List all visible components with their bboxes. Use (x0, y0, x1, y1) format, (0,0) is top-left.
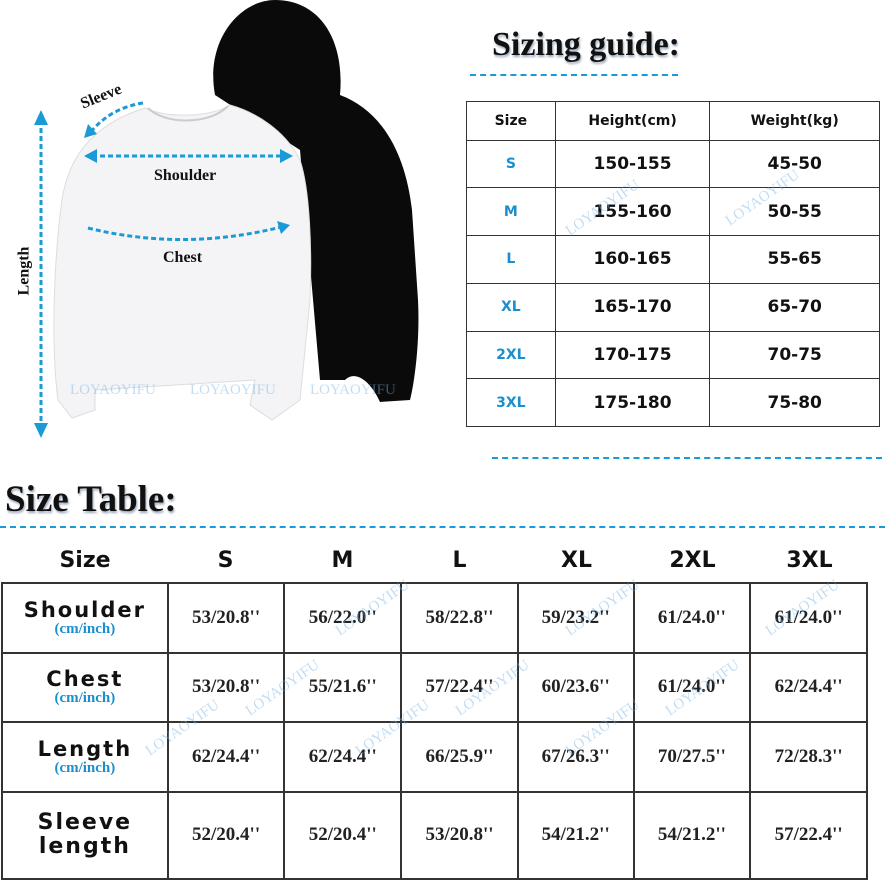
table-row: XL 165-170 65-70 (466, 282, 880, 332)
column-header: XL (561, 548, 592, 573)
table-row: M 155-160 50-55 (466, 187, 880, 237)
measurement-label-cell: Chest (cm/inch) (1, 651, 169, 724)
column-header: L (452, 548, 467, 573)
size-table-title: Size Table: (5, 479, 177, 520)
header-cell: Weight(kg) (709, 101, 880, 141)
header-cell: Height(cm) (554, 101, 711, 141)
value-cell: 56/22.0'' (283, 582, 403, 654)
value-cell: 62/24.4'' (283, 721, 403, 793)
unit-label: (cm/inch) (54, 620, 116, 637)
weight-cell: 55-65 (709, 235, 880, 284)
measurement-label: Length (37, 737, 133, 762)
length-label: Length (15, 246, 33, 296)
value-cell: 66/25.9'' (400, 721, 519, 793)
divider (0, 526, 885, 528)
size-cell: L (466, 235, 556, 284)
value-cell: 52/20.4'' (283, 790, 403, 881)
value-cell: 61/24.0'' (632, 651, 752, 724)
weight-cell: 75-80 (709, 378, 880, 427)
sizing-guide-title: Sizing guide: (492, 26, 680, 63)
value-cell: 55/21.6'' (283, 651, 403, 724)
divider (492, 457, 882, 459)
header-cell: Size (466, 101, 556, 141)
value-cell: 62/24.4'' (749, 651, 868, 724)
divider (470, 74, 678, 76)
table-header-row: Size Height(cm) Weight(kg) (466, 101, 880, 141)
value-cell: 61/24.0'' (749, 582, 868, 654)
column-header: S (217, 548, 234, 573)
height-cell: 160-165 (554, 235, 711, 284)
table-row: Shoulder (cm/inch) 53/20.8'' 56/22.0'' 58/22… (1, 582, 868, 654)
size-table: Shoulder (cm/inch) 53/20.8'' 56/22.0'' 58/22… (1, 582, 868, 881)
table-row: S 150-155 45-50 (466, 139, 880, 189)
value-cell: 67/26.3'' (516, 721, 635, 793)
height-cell: 150-155 (554, 139, 711, 189)
table-row: L 160-165 55-65 (466, 235, 880, 284)
measurement-label: Shoulder (23, 597, 147, 622)
height-cell: 165-170 (554, 282, 711, 332)
table-row: Length (cm/inch) 62/24.4'' 62/24.4'' 66/25.9… (1, 721, 868, 793)
value-cell: 57/22.4'' (749, 790, 868, 881)
size-cell: S (466, 139, 556, 189)
shoulder-label: Shoulder (154, 167, 217, 184)
value-cell: 53/20.8'' (166, 651, 286, 724)
column-header: 3XL (786, 548, 833, 573)
table-row: Chest (cm/inch) 53/20.8'' 55/21.6'' 57/22.4'… (1, 651, 868, 724)
value-cell: 60/23.6'' (516, 651, 635, 724)
black-hoodie (213, 0, 419, 402)
measurement-label: Chest (46, 667, 124, 692)
value-cell: 70/27.5'' (632, 721, 752, 793)
value-cell: 54/21.2'' (632, 790, 752, 881)
table-row: 2XL 170-175 70-75 (466, 330, 880, 380)
value-cell: 54/21.2'' (516, 790, 635, 881)
column-header: M (331, 548, 354, 573)
value-cell: 72/28.3'' (749, 721, 868, 793)
measurement-label-cell: Sleeve length (1, 790, 169, 881)
size-cell: 3XL (466, 378, 556, 427)
value-cell: 53/20.8'' (166, 582, 286, 654)
size-cell: XL (466, 282, 556, 332)
table-row: Sleeve length 52/20.4'' 52/20.4'' 53/20.8''… (1, 790, 868, 881)
size-cell: M (466, 187, 556, 237)
size-cell: 2XL (466, 330, 556, 380)
value-cell: 58/22.8'' (400, 582, 519, 654)
value-cell: 62/24.4'' (166, 721, 286, 793)
weight-cell: 45-50 (709, 139, 880, 189)
value-cell: 53/20.8'' (400, 790, 519, 881)
unit-label: (cm/inch) (54, 690, 116, 707)
white-sweatshirt (53, 104, 312, 421)
height-cell: 155-160 (554, 187, 711, 237)
column-header: 2XL (669, 548, 716, 573)
sizing-guide-table: Size Height(cm) Weight(kg) S 150-155 45-50… (466, 101, 880, 427)
measurement-label-cell: Shoulder (cm/inch) (1, 582, 169, 654)
chest-label: Chest (163, 249, 203, 266)
measurement-label: Sleeve length (37, 810, 133, 860)
weight-cell: 65-70 (709, 282, 880, 332)
value-cell: 57/22.4'' (400, 651, 519, 724)
table-row: 3XL 175-180 75-80 (466, 378, 880, 427)
value-cell: 59/23.2'' (516, 582, 635, 654)
value-cell: 52/20.4'' (166, 790, 286, 881)
garment-illustration (34, 0, 419, 438)
value-cell: 61/24.0'' (632, 582, 752, 654)
unit-label: (cm/inch) (54, 760, 116, 777)
column-header: Size (59, 548, 111, 573)
height-cell: 175-180 (554, 378, 711, 427)
weight-cell: 70-75 (709, 330, 880, 380)
height-cell: 170-175 (554, 330, 711, 380)
measurement-label-cell: Length (cm/inch) (1, 721, 169, 793)
weight-cell: 50-55 (709, 187, 880, 237)
